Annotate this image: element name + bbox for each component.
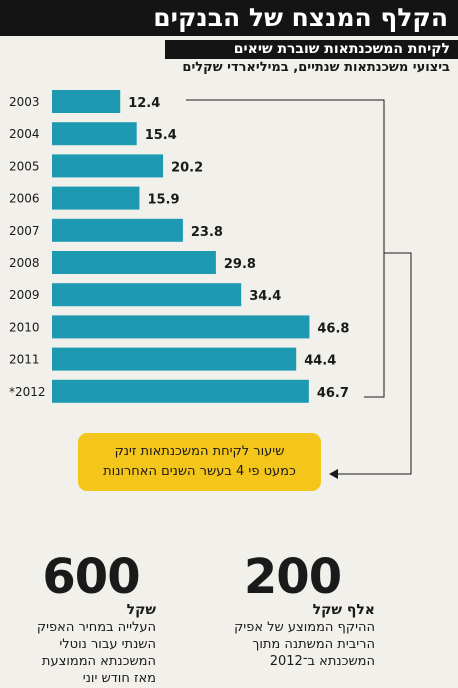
stat-unit: אלף שקל (312, 602, 375, 618)
stat-desc-line: מאז חודש יוני (82, 671, 156, 686)
stat-block-600: 600 שקל העלייה במחיר האפיק השנתי עבור נו… (26, 552, 156, 687)
callout-line-1: שיעור לקיחת המשכנתאות זינק (114, 444, 285, 459)
category-label: 2004 (9, 127, 40, 141)
bar-2007 (52, 218, 183, 242)
category-label: 2008 (9, 256, 40, 270)
value-label: 29.8 (224, 257, 256, 272)
stat-desc-line: המשכנתא ב־2012 (269, 654, 375, 669)
category-label: 2010 (9, 320, 40, 334)
bar-2006 (52, 186, 140, 210)
category-label: *2012 (9, 385, 46, 399)
category-label: 2011 (9, 353, 40, 367)
stat-desc-line: המשכנתא הממוצעת (41, 654, 156, 669)
value-label: 44.4 (304, 354, 336, 369)
bar-2011 (52, 347, 297, 371)
value-label: 46.8 (317, 321, 349, 336)
value-label: 12.4 (128, 96, 160, 111)
stat-desc-line: ההיקף הממוצע של אפיק (234, 620, 375, 635)
stat-number: 600 (42, 549, 140, 605)
bar-2008 (52, 251, 216, 274)
bar-2010 (52, 315, 310, 339)
bracket-connector (186, 99, 412, 475)
bar-2005 (52, 154, 164, 178)
arrow-head (329, 469, 338, 479)
category-label: 2009 (9, 288, 40, 302)
stat-unit: שקל (126, 602, 156, 618)
bar-*2012 (52, 379, 309, 403)
value-label: 20.2 (171, 160, 203, 175)
category-label: 2005 (9, 159, 40, 173)
value-label: 15.4 (145, 128, 177, 143)
callout-line-2: כמעט פי 4 בעשר השנים האחרונות (103, 464, 296, 479)
value-label: 23.8 (191, 225, 223, 240)
value-label: 34.4 (249, 289, 281, 304)
stat-number: 200 (243, 549, 342, 605)
callout-box: שיעור לקיחת המשכנתאות זינק כמעט פי 4 בעש… (78, 433, 321, 491)
chart-subtitle: לקיחת המשכנתאות שוברת שיאים (165, 40, 458, 59)
stat-block-200: 200 אלף שקל ההיקף הממוצע של אפיק הריבית … (210, 552, 375, 670)
page-title: הקלף המנצח של הבנקים (0, 0, 458, 36)
units-note: ביצועי משכנתאות שנתיים, במיליארדי שקלים (182, 60, 450, 75)
category-label: 2003 (9, 95, 40, 109)
stat-desc-line: העלייה במחיר האפיק (36, 620, 156, 635)
stat-desc-line: הריבית המשתנה מתוך (252, 637, 375, 652)
category-label: 2007 (9, 224, 40, 238)
value-label: 15.9 (147, 193, 179, 208)
stat-desc-line: השנתי עבור נוטלי (59, 637, 156, 652)
bar-2009 (52, 283, 242, 307)
bar-2004 (52, 122, 137, 146)
value-label: 46.7 (317, 386, 349, 401)
category-label: 2006 (9, 192, 40, 206)
bar-2003 (52, 90, 121, 113)
